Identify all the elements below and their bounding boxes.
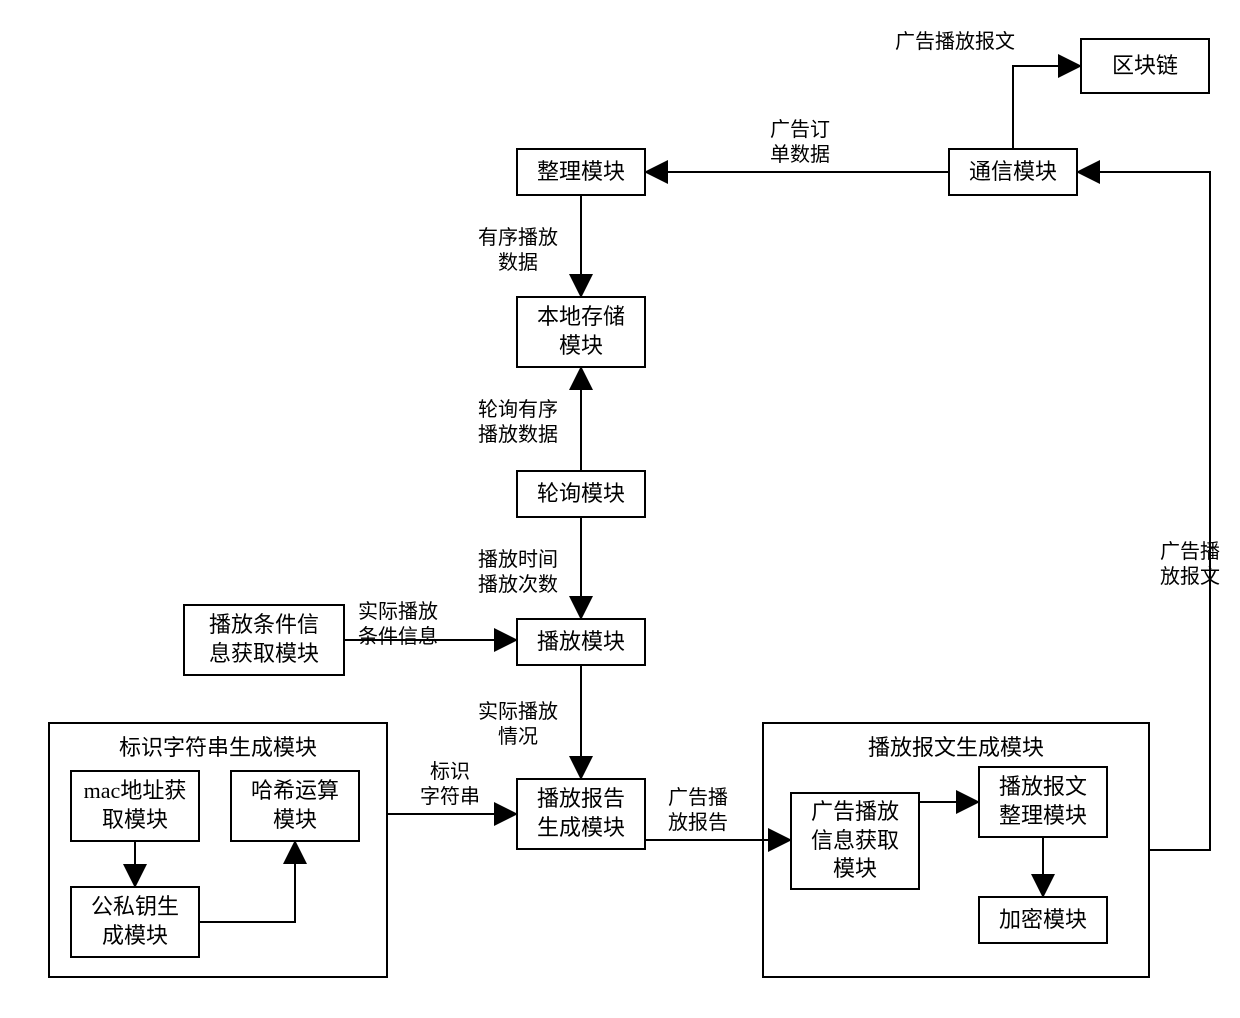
node-msg-organize: 播放报文 整理模块: [978, 766, 1108, 838]
node-hash: 哈希运算 模块: [230, 770, 360, 842]
edge-label: 标识 字符串: [420, 760, 480, 810]
edge-label: 广告播放报文: [895, 30, 1015, 55]
node-blockchain: 区块链: [1080, 38, 1210, 94]
node-mac: mac地址获 取模块: [70, 770, 200, 842]
node-ad-info: 广告播放 信息获取 模块: [790, 792, 920, 890]
node-comm: 通信模块: [948, 148, 1078, 196]
group-title: 播放报文生成模块: [764, 730, 1148, 762]
node-report-gen: 播放报告 生成模块: [516, 778, 646, 850]
node-local-storage: 本地存储 模块: [516, 296, 646, 368]
edge-label: 轮询有序 播放数据: [478, 398, 558, 448]
edge-label: 广告订 单数据: [770, 118, 830, 168]
node-encrypt: 加密模块: [978, 896, 1108, 944]
edge-label: 广告播 放报告: [668, 786, 728, 836]
node-polling: 轮询模块: [516, 470, 646, 518]
node-keypair: 公私钥生 成模块: [70, 886, 200, 958]
group-title: 标识字符串生成模块: [50, 730, 386, 762]
node-organize: 整理模块: [516, 148, 646, 196]
node-cond-info: 播放条件信 息获取模块: [183, 604, 345, 676]
edge-label: 实际播放 情况: [478, 700, 558, 750]
edge-label: 播放时间 播放次数: [478, 548, 558, 598]
edge-label: 有序播放 数据: [478, 226, 558, 276]
node-play: 播放模块: [516, 618, 646, 666]
edge-label: 广告播 放报文: [1160, 540, 1220, 590]
edge-label: 实际播放 条件信息: [358, 600, 438, 650]
